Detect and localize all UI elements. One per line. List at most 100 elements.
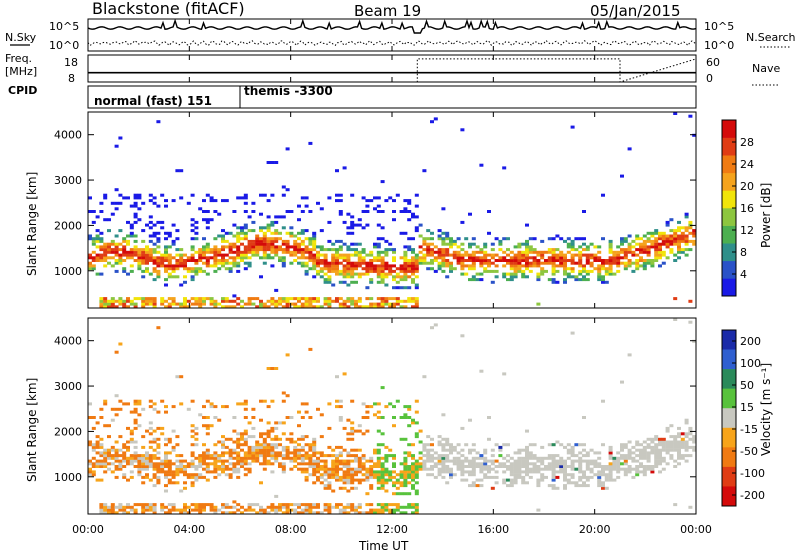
velocity-cell — [509, 467, 514, 471]
power-cell — [616, 253, 621, 257]
power-cell — [122, 259, 127, 262]
power-cell — [194, 272, 199, 276]
power-cell — [293, 297, 298, 301]
velocity-cell — [300, 511, 305, 515]
power-cell — [259, 305, 263, 309]
power-cell — [107, 242, 111, 246]
velocity-cell — [513, 470, 518, 474]
power-cell — [266, 161, 271, 164]
power-cell — [509, 259, 514, 262]
power-cell — [95, 256, 100, 260]
velocity-cell — [373, 511, 377, 515]
velocity-cell — [270, 367, 275, 370]
power-cell — [452, 256, 457, 260]
velocity-cell — [517, 448, 522, 452]
power-cell — [99, 231, 104, 235]
power-cell — [513, 261, 518, 265]
velocity-cell — [399, 484, 404, 488]
power-cell — [243, 261, 248, 265]
power-cell — [308, 250, 313, 254]
power-cell — [118, 201, 123, 205]
velocity-cell — [464, 470, 469, 474]
velocity-cell — [460, 473, 465, 477]
power-cell — [502, 264, 507, 268]
power-cell — [411, 237, 415, 241]
power-cell — [623, 250, 628, 254]
velocity-cell — [202, 503, 206, 507]
velocity-cell — [373, 451, 377, 455]
velocity-cell — [441, 454, 446, 458]
velocity-cell — [122, 505, 127, 509]
power-cell — [376, 223, 381, 227]
velocity-cell — [688, 432, 693, 436]
velocity-cell — [164, 505, 168, 509]
velocity-cell — [133, 511, 138, 515]
velocity-cell — [91, 456, 96, 460]
velocity-cell — [133, 508, 138, 512]
velocity-cell — [536, 508, 541, 512]
power-cell — [449, 253, 453, 257]
power-cell — [259, 237, 263, 241]
power-cell — [175, 261, 180, 265]
power-cell — [338, 193, 343, 197]
power-cell — [145, 245, 149, 249]
power-cell — [346, 299, 351, 303]
velocity-cell — [156, 443, 161, 447]
velocity-cell — [202, 405, 206, 409]
power-cell — [274, 302, 279, 306]
power-cell — [509, 267, 514, 271]
velocity-cell — [342, 508, 347, 512]
velocity-cell — [380, 484, 385, 488]
power-cell — [544, 269, 548, 273]
velocity-cell — [452, 473, 457, 477]
velocity-cell — [194, 437, 199, 441]
power-cell — [148, 193, 153, 197]
power-cell — [517, 256, 522, 260]
power-cell — [304, 261, 309, 265]
velocity-cell — [133, 426, 138, 430]
power-cell — [346, 256, 351, 260]
power-cell — [270, 264, 275, 268]
power-cell — [95, 229, 100, 233]
velocity-cell — [589, 459, 594, 463]
velocity-cell — [148, 508, 153, 512]
power-cell — [365, 305, 370, 309]
velocity-cell — [266, 511, 271, 515]
power-cell — [281, 250, 286, 254]
velocity-cell — [414, 508, 419, 512]
velocity-cell — [148, 456, 153, 460]
power-cell — [506, 259, 510, 262]
power-cell — [684, 226, 689, 230]
velocity-cell — [278, 505, 282, 509]
velocity-cell — [422, 445, 427, 449]
power-cell — [380, 299, 385, 303]
velocity-cell — [502, 465, 507, 468]
velocity-cell — [650, 448, 655, 452]
power-cell — [403, 259, 408, 262]
velocity-cell — [559, 465, 564, 468]
power-cell — [566, 237, 571, 241]
velocity-cell — [460, 465, 465, 468]
velocity-cell — [224, 451, 229, 455]
velocity-cell — [190, 429, 195, 433]
power-cell — [300, 210, 305, 213]
power-cell — [232, 242, 237, 246]
velocity-cell — [354, 456, 358, 460]
velocity-cell — [278, 421, 282, 425]
freq-label-line1: Freq. — [5, 52, 32, 65]
velocity-cell — [262, 399, 267, 403]
velocity-cell — [338, 478, 343, 482]
power-cell — [399, 305, 404, 309]
power-cell — [654, 250, 659, 254]
velocity-cell — [266, 405, 271, 409]
power-cell — [441, 231, 446, 235]
power-cell — [376, 272, 381, 276]
power-cell — [129, 256, 134, 260]
power-cell — [414, 204, 419, 208]
velocity-cell — [479, 369, 484, 373]
velocity-heatmap-cells — [88, 318, 697, 515]
velocity-cell — [380, 467, 385, 471]
power-cell — [593, 245, 598, 249]
velocity-cell — [175, 508, 180, 512]
power-cell — [536, 261, 541, 265]
